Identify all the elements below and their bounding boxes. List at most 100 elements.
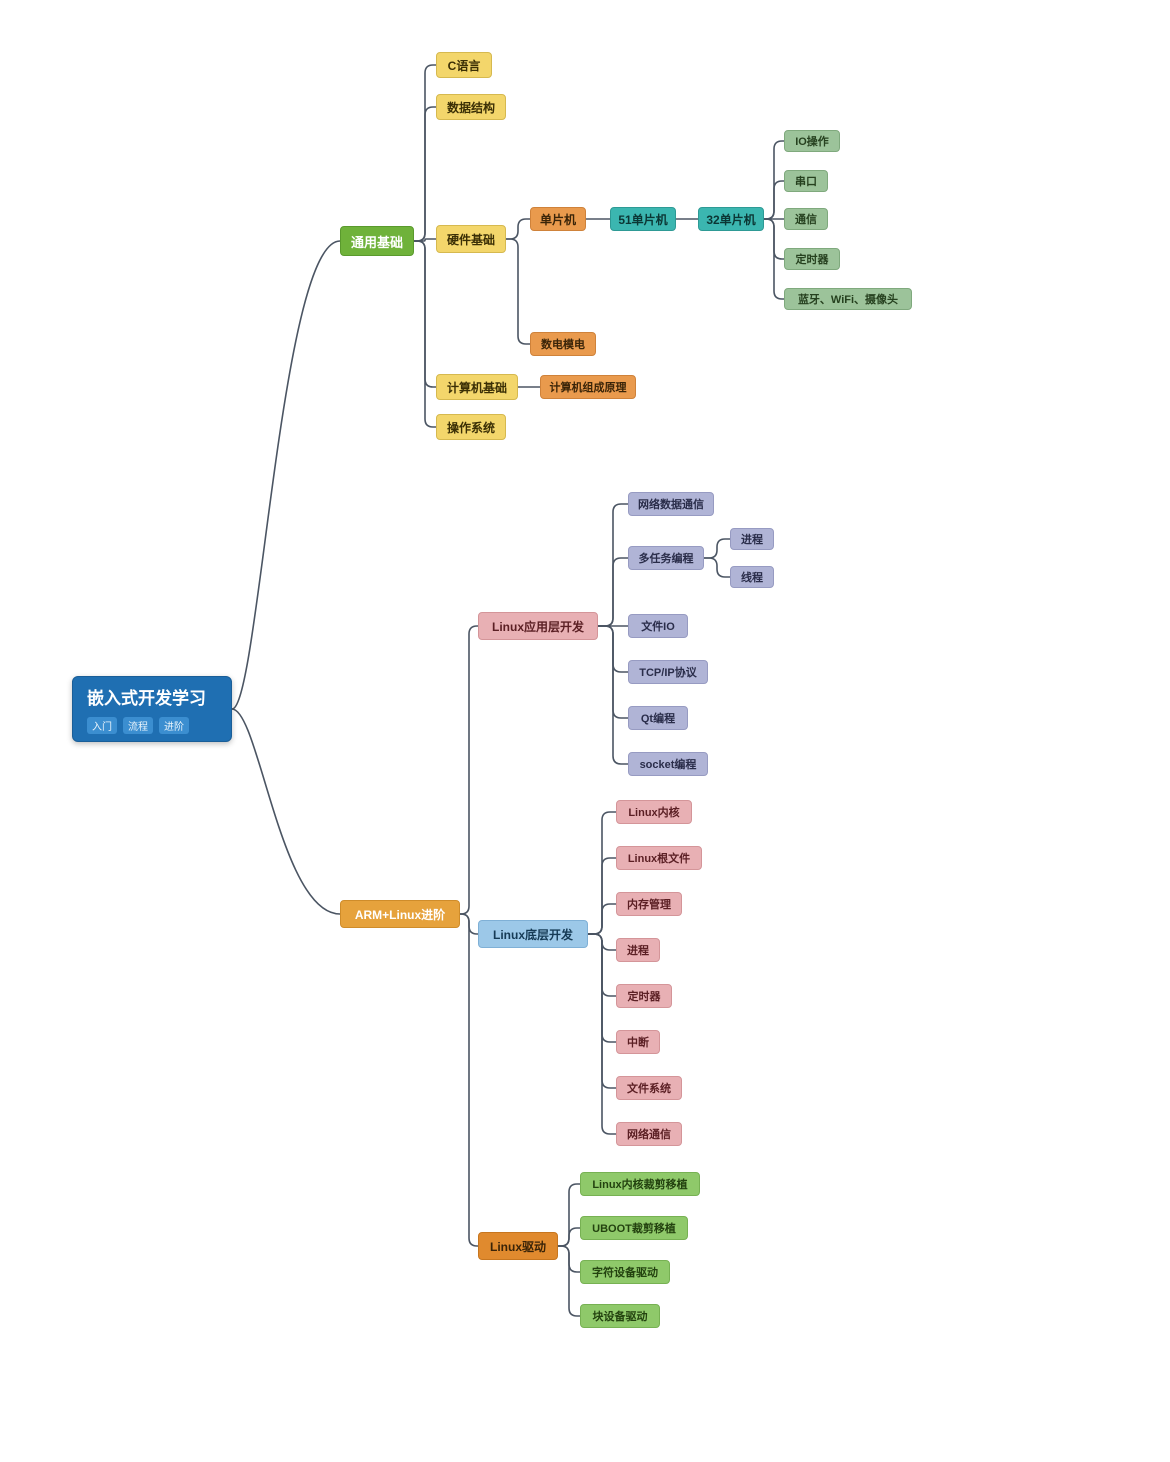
mindmap-node[interactable]: Linux内核裁剪移植 — [580, 1172, 700, 1196]
mindmap-edge — [598, 626, 628, 718]
mindmap-node-label: UBOOT裁剪移植 — [592, 1220, 676, 1236]
mindmap-node[interactable]: 线程 — [730, 566, 774, 588]
mindmap-node[interactable]: 32单片机 — [698, 207, 764, 231]
mindmap-node[interactable]: 多任务编程 — [628, 546, 704, 570]
mindmap-node[interactable]: 串口 — [784, 170, 828, 192]
mindmap-edge — [588, 934, 616, 1042]
mindmap-node-label: 内存管理 — [627, 896, 671, 912]
mindmap-node[interactable]: Linux内核 — [616, 800, 692, 824]
mindmap-node[interactable]: 数电模电 — [530, 332, 596, 356]
mindmap-node[interactable]: 51单片机 — [610, 207, 676, 231]
mindmap-node-label: 定时器 — [628, 988, 661, 1004]
mindmap-edge — [460, 914, 478, 934]
mindmap-node-label: Linux内核裁剪移植 — [592, 1176, 687, 1192]
root-tag: 流程 — [123, 717, 153, 734]
mindmap-node[interactable]: 定时器 — [616, 984, 672, 1008]
mindmap-node-label: 通用基础 — [351, 232, 403, 251]
mindmap-edge — [598, 626, 628, 764]
mindmap-edge — [598, 504, 628, 626]
mindmap-root-node[interactable]: 嵌入式开发学习 入门流程进阶 — [72, 676, 232, 742]
mindmap-node-label: Linux根文件 — [628, 850, 690, 866]
mindmap-edge — [588, 934, 616, 996]
mindmap-node-label: 32单片机 — [706, 211, 755, 228]
mindmap-node[interactable]: 单片机 — [530, 207, 586, 231]
mindmap-edge — [558, 1228, 580, 1246]
root-tag: 进阶 — [159, 717, 189, 734]
mindmap-node[interactable]: 文件IO — [628, 614, 688, 638]
mindmap-node-label: 51单片机 — [618, 211, 667, 228]
mindmap-node-label: 串口 — [795, 173, 817, 189]
mindmap-node[interactable]: 文件系统 — [616, 1076, 682, 1100]
mindmap-edge — [558, 1184, 580, 1246]
mindmap-edge — [704, 539, 730, 558]
mindmap-node-label: 进程 — [741, 531, 763, 547]
mindmap-node-label: 线程 — [741, 569, 763, 585]
mindmap-node-label: Linux底层开发 — [493, 926, 573, 943]
mindmap-node[interactable]: Linux驱动 — [478, 1232, 558, 1260]
mindmap-edge — [598, 626, 628, 672]
mindmap-node[interactable]: 数据结构 — [436, 94, 506, 120]
mindmap-node[interactable]: 网络数据通信 — [628, 492, 714, 516]
mindmap-node-label: 网络通信 — [627, 1126, 671, 1142]
mindmap-node-label: 文件IO — [641, 618, 675, 634]
mindmap-edge — [506, 239, 530, 344]
mindmap-node[interactable]: 通用基础 — [340, 226, 414, 256]
mindmap-node-label: 通信 — [795, 211, 817, 227]
mindmap-node-label: Linux内核 — [628, 804, 679, 820]
mindmap-node-label: 网络数据通信 — [638, 496, 704, 512]
mindmap-node-label: Linux驱动 — [490, 1238, 546, 1255]
mindmap-node[interactable]: TCP/IP协议 — [628, 660, 708, 684]
mindmap-node[interactable]: IO操作 — [784, 130, 840, 152]
mindmap-node[interactable]: 字符设备驱动 — [580, 1260, 670, 1284]
mindmap-node-label: C语言 — [448, 57, 481, 74]
mindmap-edge — [558, 1246, 580, 1316]
mindmap-node[interactable]: 块设备驱动 — [580, 1304, 660, 1328]
mindmap-node[interactable]: ARM+Linux进阶 — [340, 900, 460, 928]
mindmap-node[interactable]: socket编程 — [628, 752, 708, 776]
mindmap-node-label: 计算机基础 — [447, 379, 507, 396]
mindmap-node[interactable]: 进程 — [616, 938, 660, 962]
mindmap-edge — [764, 219, 784, 259]
mindmap-node[interactable]: Linux应用层开发 — [478, 612, 598, 640]
mindmap-node[interactable]: 操作系统 — [436, 414, 506, 440]
mindmap-node[interactable]: Linux根文件 — [616, 846, 702, 870]
mindmap-node-label: 文件系统 — [627, 1080, 671, 1096]
mindmap-node-label: 硬件基础 — [447, 231, 495, 248]
mindmap-edge — [414, 65, 436, 241]
mindmap-node[interactable]: 中断 — [616, 1030, 660, 1054]
mindmap-node[interactable]: C语言 — [436, 52, 492, 78]
mindmap-node[interactable]: 定时器 — [784, 248, 840, 270]
mindmap-edge — [764, 181, 784, 219]
root-tag: 入门 — [87, 717, 117, 734]
mindmap-node-label: 块设备驱动 — [593, 1308, 648, 1324]
mindmap-node-label: socket编程 — [640, 756, 697, 772]
mindmap-node[interactable]: 硬件基础 — [436, 225, 506, 253]
mindmap-node-label: 单片机 — [540, 211, 576, 228]
mindmap-node[interactable]: UBOOT裁剪移植 — [580, 1216, 688, 1240]
mindmap-edge — [232, 709, 340, 914]
mindmap-edge — [232, 241, 340, 709]
mindmap-edge — [588, 812, 616, 934]
mindmap-edge — [460, 626, 478, 914]
mindmap-edge — [598, 558, 628, 626]
mindmap-node[interactable]: 蓝牙、WiFi、摄像头 — [784, 288, 912, 310]
mindmap-node[interactable]: 计算机组成原理 — [540, 375, 636, 399]
mindmap-node-label: 定时器 — [796, 251, 829, 267]
mindmap-edge — [764, 141, 784, 219]
mindmap-node[interactable]: 内存管理 — [616, 892, 682, 916]
mindmap-node[interactable]: Linux底层开发 — [478, 920, 588, 948]
mindmap-node[interactable]: Qt编程 — [628, 706, 688, 730]
mindmap-node-label: IO操作 — [795, 133, 829, 149]
mindmap-node[interactable]: 进程 — [730, 528, 774, 550]
mindmap-node[interactable]: 通信 — [784, 208, 828, 230]
mindmap-node[interactable]: 计算机基础 — [436, 374, 518, 400]
mindmap-edge — [588, 904, 616, 934]
root-tags: 入门流程进阶 — [87, 717, 189, 734]
mindmap-edge — [414, 241, 436, 427]
mindmap-node-label: 数据结构 — [447, 99, 495, 116]
root-title: 嵌入式开发学习 — [87, 684, 206, 709]
mindmap-node-label: 多任务编程 — [639, 550, 694, 566]
mindmap-edge — [558, 1246, 580, 1272]
mindmap-node[interactable]: 网络通信 — [616, 1122, 682, 1146]
mindmap-node-label: Linux应用层开发 — [492, 618, 584, 635]
